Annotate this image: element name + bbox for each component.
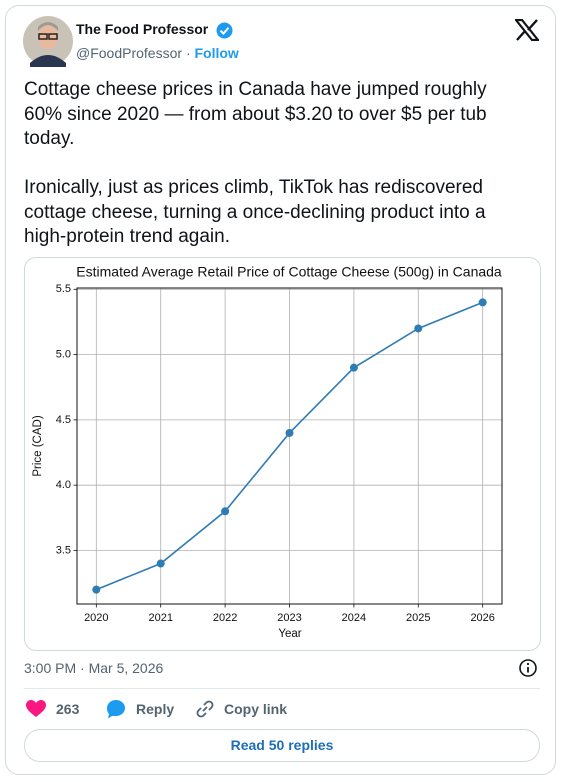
x-tick-label: 2020 bbox=[84, 612, 108, 624]
point bbox=[221, 507, 230, 516]
x-tick-label: 2022 bbox=[213, 612, 237, 624]
paragraph: Ironically, just as prices climb, TikTok… bbox=[24, 177, 486, 247]
y-tick-label: 4.5 bbox=[56, 414, 71, 426]
y-tick-label: 3.5 bbox=[56, 544, 71, 556]
paragraph: Cottage cheese prices in Canada have jum… bbox=[24, 79, 487, 149]
x-tick-label: 2025 bbox=[406, 612, 430, 624]
point bbox=[156, 559, 165, 568]
link-icon[interactable] bbox=[195, 699, 215, 719]
separator: · bbox=[185, 45, 191, 61]
like-icon[interactable] bbox=[26, 700, 46, 718]
copy-link-button[interactable]: Copy link bbox=[224, 701, 288, 717]
x-tick-label: 2023 bbox=[277, 612, 301, 624]
verified-badge bbox=[216, 22, 233, 39]
author-name[interactable]: The Food Professor bbox=[76, 21, 209, 37]
tweet-text: Cottage cheese prices in Canada have jum… bbox=[24, 78, 529, 274]
info-icon[interactable] bbox=[518, 658, 538, 678]
chart-card[interactable] bbox=[24, 257, 541, 651]
point bbox=[285, 428, 294, 437]
point bbox=[478, 298, 487, 307]
point bbox=[92, 585, 101, 594]
x-logo[interactable] bbox=[515, 19, 539, 41]
avatar[interactable] bbox=[22, 15, 74, 67]
point bbox=[414, 324, 423, 333]
like-count[interactable]: 263 bbox=[56, 701, 80, 717]
point bbox=[349, 363, 358, 372]
chart: Estimated Average Retail Price of Cottag… bbox=[32, 264, 503, 640]
y-tick-label: 5.0 bbox=[56, 349, 71, 361]
reply-icon[interactable] bbox=[106, 699, 126, 719]
chart-title: Estimated Average Retail Price of Cottag… bbox=[76, 264, 502, 280]
tweet-card bbox=[5, 5, 556, 775]
read-replies-button[interactable]: Read 50 replies bbox=[24, 729, 540, 762]
x-tick-label: 2021 bbox=[148, 612, 172, 624]
x-tick-label: 2026 bbox=[470, 612, 494, 624]
y-tick-label: 5.5 bbox=[56, 283, 71, 295]
x-tick-label: 2024 bbox=[342, 612, 366, 624]
y-tick-label: 4.0 bbox=[56, 479, 71, 491]
handle-row: @FoodProfessor · Follow bbox=[76, 45, 239, 61]
y-axis-label: Price (CAD) bbox=[32, 415, 44, 477]
timestamp[interactable]: 3:00 PM · Mar 5, 2026 bbox=[24, 660, 164, 676]
divider bbox=[24, 688, 540, 689]
handle[interactable]: @FoodProfessor bbox=[76, 45, 183, 61]
reply-button[interactable]: Reply bbox=[136, 701, 175, 717]
x-axis-label: Year bbox=[278, 628, 301, 640]
plot-frame bbox=[76, 287, 503, 605]
follow-button[interactable]: Follow bbox=[194, 45, 239, 61]
